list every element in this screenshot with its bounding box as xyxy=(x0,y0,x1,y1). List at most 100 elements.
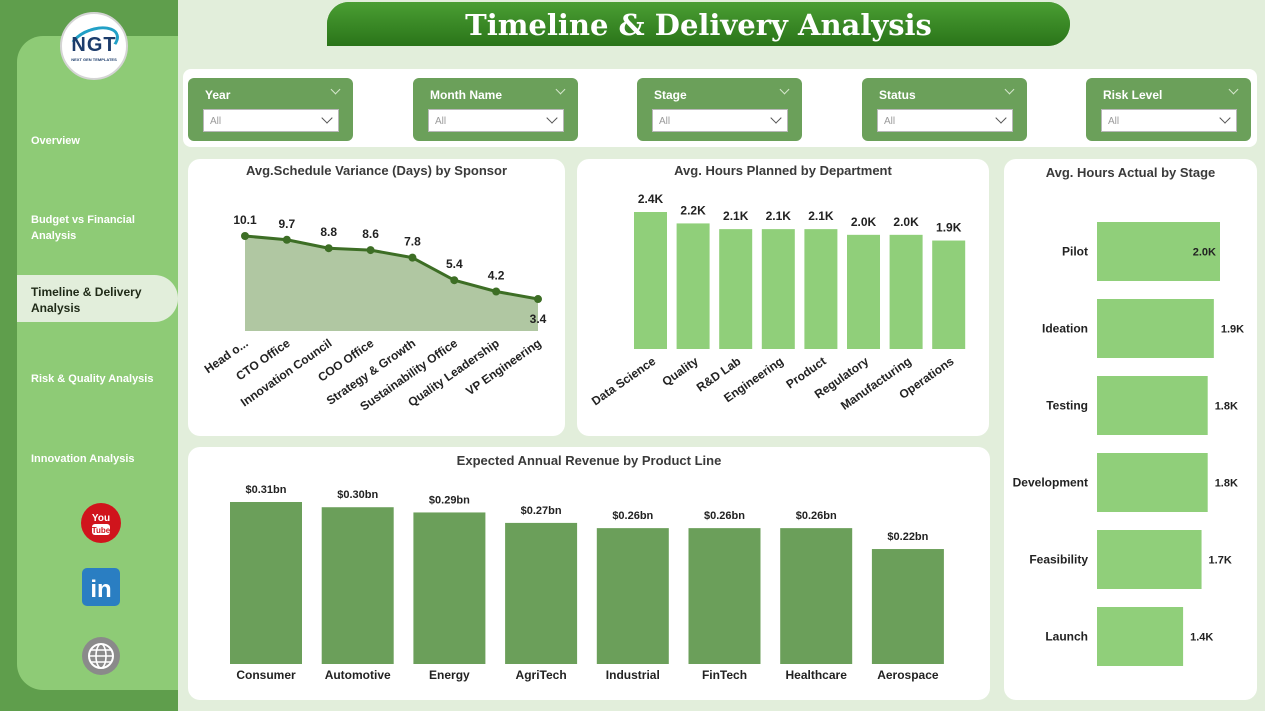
x-tick-label: Consumer xyxy=(236,668,296,682)
variance-area xyxy=(245,236,538,331)
data-label: 2.1K xyxy=(766,209,792,223)
data-point xyxy=(408,253,417,262)
linkedin-icon[interactable]: in xyxy=(81,567,121,607)
bar xyxy=(871,549,944,664)
data-point xyxy=(450,276,459,285)
bar xyxy=(889,234,923,349)
bar xyxy=(596,528,669,664)
nav-item-budget-vs-financial[interactable]: Budget vs Financial Analysis xyxy=(31,214,135,242)
data-label: $0.31bn xyxy=(246,484,287,496)
data-label: 1.4K xyxy=(1190,632,1213,644)
revenue-chart: $0.31bn Consumer $0.30bn Automotive $0.29bn E… xyxy=(230,484,944,682)
y-tick-label: Pilot xyxy=(1062,245,1088,259)
slicer-stage: Stage All xyxy=(637,78,802,141)
bar xyxy=(804,229,838,349)
data-label: 2.0K xyxy=(1193,247,1216,259)
data-label: $0.22bn xyxy=(887,531,928,543)
risk-level-dropdown[interactable]: All xyxy=(1101,109,1237,132)
dropdown-value: All xyxy=(435,116,447,127)
nav-item-innovation[interactable]: Innovation Analysis xyxy=(31,453,135,465)
bar xyxy=(1097,376,1208,435)
data-point xyxy=(324,244,333,253)
bar xyxy=(1097,607,1184,666)
slicer-label: Year xyxy=(205,88,231,102)
data-point xyxy=(366,246,375,255)
globe-icon[interactable] xyxy=(81,636,121,676)
data-label: 3.4 xyxy=(530,312,547,326)
data-point xyxy=(534,295,542,304)
chevron-down-icon xyxy=(321,112,333,124)
slicer-risk-level: Risk Level All xyxy=(1086,78,1251,141)
bar xyxy=(719,229,753,349)
bar xyxy=(413,512,486,664)
slicer-status: Status All xyxy=(862,78,1027,141)
bar xyxy=(230,502,302,664)
chevron-down-icon[interactable] xyxy=(1004,84,1015,95)
hours-actual-card: Avg. Hours Actual by Stage Pilot 2.0K Idea… xyxy=(1004,159,1257,700)
dropdown-value: All xyxy=(1108,116,1120,127)
nav-item-timeline-delivery[interactable]: Timeline & Delivery Analysis xyxy=(31,285,142,315)
dropdown-value: All xyxy=(884,116,896,127)
bar xyxy=(1097,453,1208,512)
data-label: 8.8 xyxy=(320,225,337,239)
x-tick-label: Data Science xyxy=(589,354,658,409)
nav-item-overview[interactable]: Overview xyxy=(31,135,80,147)
data-label: 1.8K xyxy=(1215,478,1238,490)
logo: NGT NEXT GEN TEMPLATES xyxy=(60,12,128,80)
page-title: Timeline & Delivery Analysis xyxy=(465,8,932,42)
bar xyxy=(321,507,394,664)
bar xyxy=(847,234,880,349)
chart-title: Expected Annual Revenue by Product Line xyxy=(456,453,722,468)
variance-line xyxy=(244,234,539,301)
bar xyxy=(1097,530,1202,589)
bar xyxy=(505,522,578,664)
data-label: 2.2K xyxy=(680,203,706,217)
chart-title: Avg. Hours Planned by Department xyxy=(674,163,892,178)
x-tick-label: Healthcare xyxy=(786,668,848,682)
nav-active-highlight xyxy=(17,275,178,322)
slicer-label: Risk Level xyxy=(1103,88,1163,102)
data-label: 5.4 xyxy=(446,257,463,271)
y-tick-label: Ideation xyxy=(1042,322,1088,336)
status-dropdown[interactable]: All xyxy=(877,109,1013,132)
month-name-dropdown[interactable]: All xyxy=(428,109,564,132)
bar xyxy=(688,528,761,664)
chevron-down-icon[interactable] xyxy=(330,84,341,95)
data-label: $0.30bn xyxy=(337,489,378,501)
youtube-icon[interactable]: You Tube xyxy=(81,503,121,543)
y-tick-label: Launch xyxy=(1045,630,1088,644)
chevron-down-icon[interactable] xyxy=(1228,84,1239,95)
data-label: 1.7K xyxy=(1209,555,1232,567)
year-dropdown[interactable]: All xyxy=(203,109,339,132)
y-tick-label: Feasibility xyxy=(1029,553,1088,567)
slicer-year: Year All xyxy=(188,78,353,141)
data-label: $0.26bn xyxy=(704,510,745,522)
right-edge xyxy=(1265,0,1280,711)
logo-text: NGT xyxy=(71,34,117,56)
nav-item-risk-quality[interactable]: Risk & Quality Analysis xyxy=(31,373,154,385)
chart-title: Avg.Schedule Variance (Days) by Sponsor xyxy=(245,163,508,178)
data-point xyxy=(282,235,291,244)
x-tick-label: Energy xyxy=(429,668,470,682)
data-label: $0.29bn xyxy=(429,494,470,506)
chevron-down-icon[interactable] xyxy=(555,84,566,95)
data-label: 7.8 xyxy=(404,235,421,249)
bar xyxy=(1097,222,1220,281)
data-label: 10.1 xyxy=(233,213,257,227)
data-label: $0.26bn xyxy=(612,510,653,522)
data-label: 1.9K xyxy=(936,221,962,235)
slicer-label: Status xyxy=(879,88,916,102)
hours-planned-card: Avg. Hours Planned by Department 2.4K Dat… xyxy=(577,159,989,436)
chevron-down-icon[interactable] xyxy=(779,84,790,95)
bar xyxy=(932,240,966,349)
title-banner: Timeline & Delivery Analysis xyxy=(327,2,1070,46)
dropdown-value: All xyxy=(659,116,671,127)
y-tick-label: Development xyxy=(1013,476,1088,490)
hours-actual-chart: Pilot 2.0K Ideation 1.9K Testing 1.8K Developm… xyxy=(1013,222,1244,666)
data-label: 9.7 xyxy=(279,217,296,231)
stage-dropdown[interactable]: All xyxy=(652,109,788,132)
bar xyxy=(634,212,667,349)
x-tick-label: Automotive xyxy=(325,668,391,682)
slicer-label: Stage xyxy=(654,88,687,102)
